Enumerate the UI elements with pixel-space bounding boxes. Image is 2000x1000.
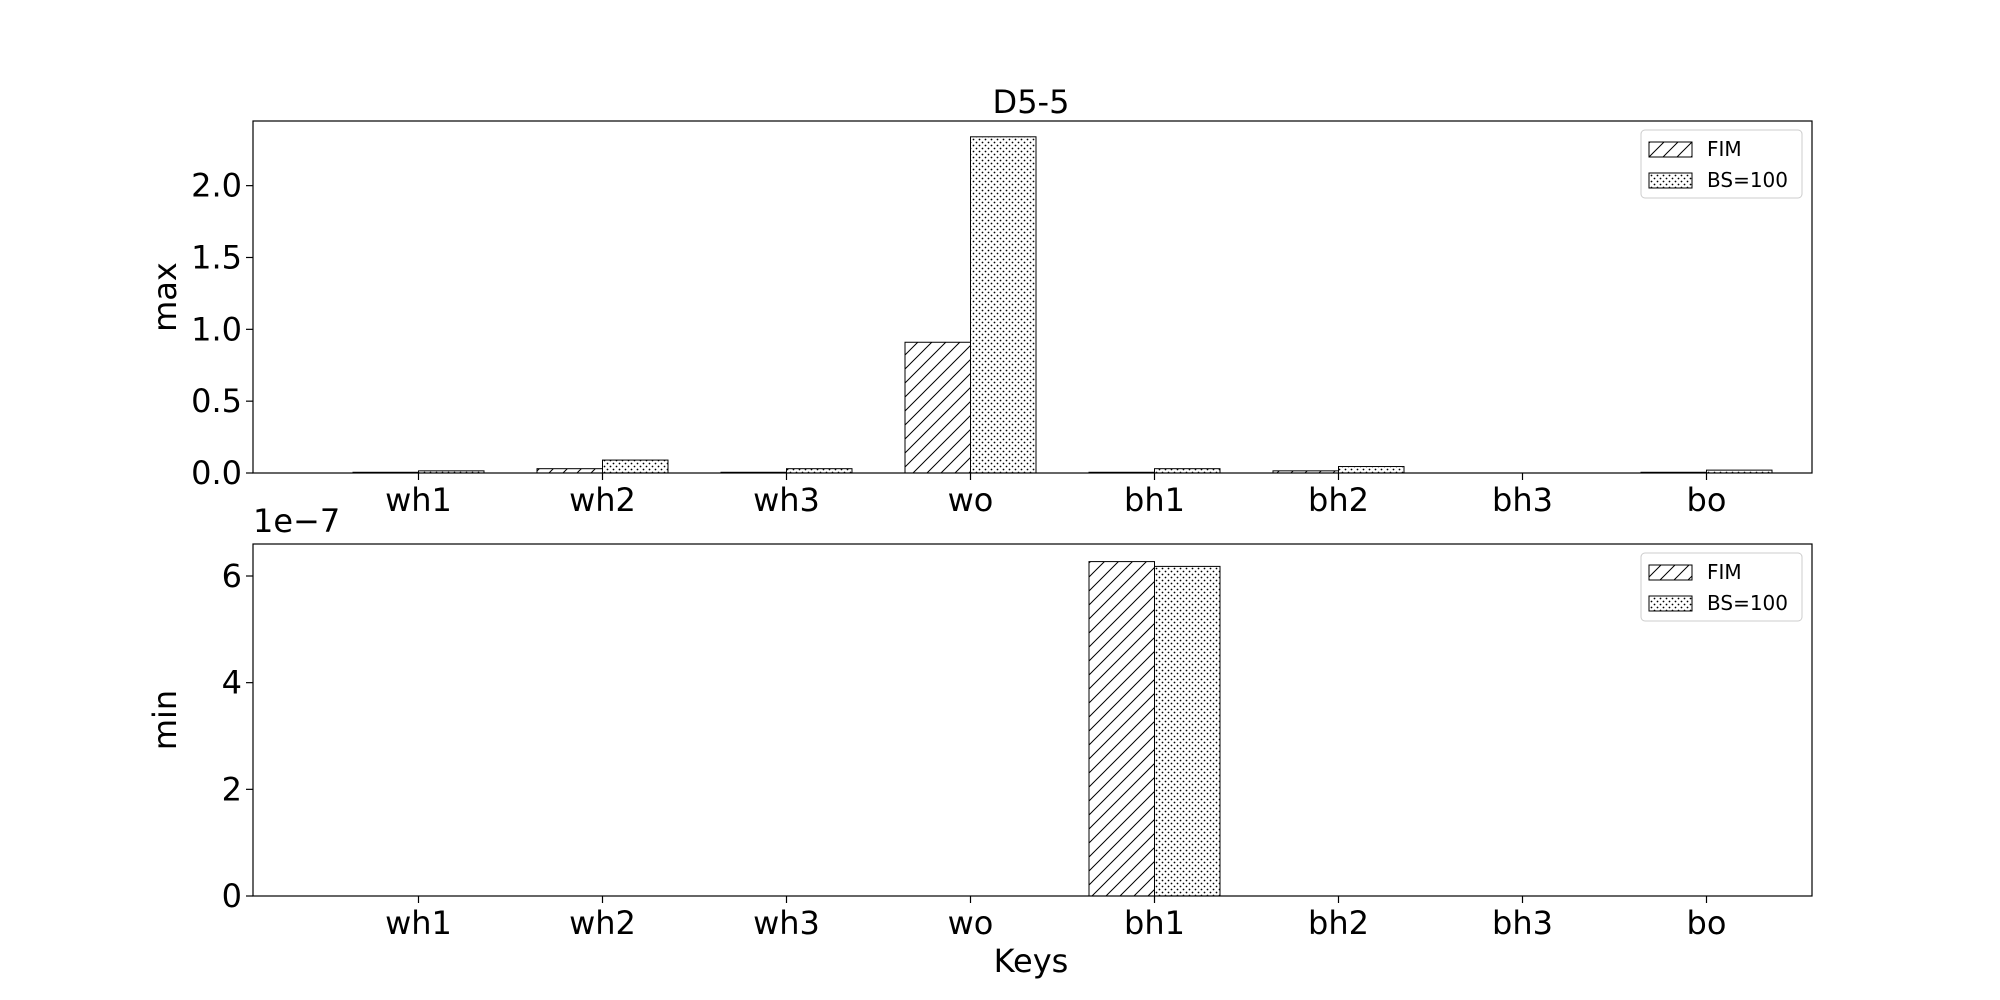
x-tick-label: wh1 <box>385 481 452 519</box>
x-tick-label: bh3 <box>1492 481 1553 519</box>
x-tick-label: wh2 <box>569 904 636 942</box>
legend-label: BS=100 <box>1707 591 1788 615</box>
x-tick-label: bh1 <box>1124 904 1185 942</box>
y-offset-text: 1e−7 <box>253 502 340 540</box>
x-tick-label: wo <box>948 481 994 519</box>
legend: FIM BS=100 <box>1640 129 1803 199</box>
legend-swatch-dots <box>1648 172 1693 189</box>
x-tick-label: wo <box>948 904 994 942</box>
y-tick-label: 6 <box>222 557 242 595</box>
legend-label: FIM <box>1707 137 1742 161</box>
y-tick-label: 2.0 <box>191 167 242 205</box>
y-tick-label: 0.0 <box>191 454 242 492</box>
y-axis-label: min <box>146 690 184 750</box>
bar-fim-bh1 <box>1088 561 1155 897</box>
x-tick-label: bh2 <box>1308 481 1369 519</box>
legend-swatch-hatch <box>1648 564 1693 581</box>
y-tick-label: 0.5 <box>191 382 242 420</box>
y-tick-label: 4 <box>222 664 242 702</box>
y-tick-label: 0 <box>222 877 242 915</box>
y-tick-label: 1.5 <box>191 238 242 276</box>
axes-frame <box>252 543 1813 897</box>
figure-title: D5-5 <box>993 83 1070 121</box>
legend-swatch-hatch <box>1648 141 1693 158</box>
x-tick-label: bh2 <box>1308 904 1369 942</box>
chart-panel-min: 0 2 4 6 wh1 wh2 wh3 wo bh1 bh2 bh3 bo min 1e−7 FIM BS=1… <box>146 502 1813 942</box>
bar-bs-100-bh1 <box>1154 468 1221 474</box>
bar-bs-100-wo <box>970 136 1037 474</box>
y-axis-label: max <box>146 262 184 332</box>
bar-bs-100-bh1 <box>1154 565 1221 897</box>
x-tick-label: bo <box>1687 481 1727 519</box>
x-tick-label: bh3 <box>1492 904 1553 942</box>
bar-bs-100-wh2 <box>602 459 669 474</box>
bar-fim-wo <box>904 341 971 474</box>
y-tick-label: 2 <box>222 770 242 808</box>
x-tick-label: bh1 <box>1124 481 1185 519</box>
bar-fim-wh2 <box>536 468 603 474</box>
legend-label: FIM <box>1707 560 1742 584</box>
legend-label: BS=100 <box>1707 168 1788 192</box>
axes-frame <box>252 120 1813 474</box>
x-tick-label: wh1 <box>385 904 452 942</box>
x-tick-label: wh3 <box>753 481 820 519</box>
x-tick-label: bo <box>1687 904 1727 942</box>
legend: FIM BS=100 <box>1640 552 1803 622</box>
bar-bs-100-wh3 <box>786 468 853 474</box>
y-tick-label: 1.0 <box>191 310 242 348</box>
x-tick-label: wh2 <box>569 481 636 519</box>
figure-xlabel: Keys <box>994 942 1069 980</box>
legend-swatch-dots <box>1648 595 1693 612</box>
chart-panel-max: 0.0 0.5 1.0 1.5 2.0 wh1 wh2 wh3 wo bh1 bh2 bh3 bo max… <box>146 120 1813 519</box>
bar-bs-100-bh2 <box>1338 466 1405 474</box>
x-tick-label: wh3 <box>753 904 820 942</box>
